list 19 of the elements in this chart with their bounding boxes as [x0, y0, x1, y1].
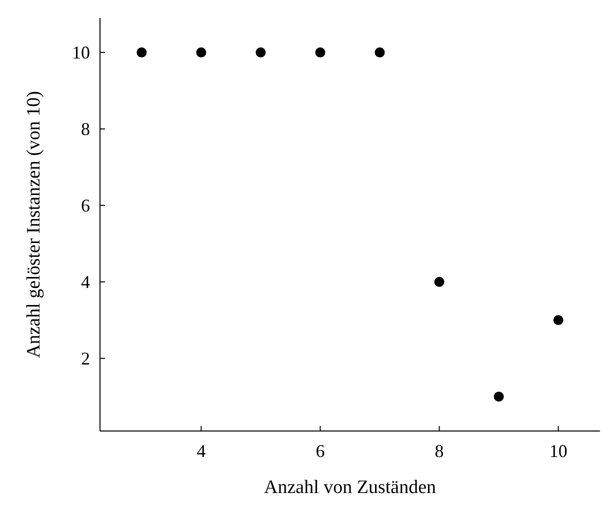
point	[374, 47, 385, 58]
x-tick-label: 4	[196, 441, 206, 461]
y-tick-label: 4	[81, 272, 90, 292]
x-tick-label: 10	[549, 441, 568, 461]
y-tick-label: 10	[72, 42, 90, 63]
x-tick-label: 8	[434, 441, 444, 461]
y-tick-label: 2	[81, 348, 90, 369]
point	[494, 392, 504, 402]
x-axis-title: Anzahl von Zuständen	[264, 477, 437, 498]
point	[136, 47, 147, 58]
y-axis-title: Anzahl gelöster Instanzen (von 10)	[23, 91, 44, 358]
point	[315, 47, 326, 58]
point	[434, 276, 444, 287]
y-tick-label: 6	[81, 196, 90, 216]
point	[196, 47, 206, 58]
y-tick-label: 8	[81, 119, 90, 140]
point	[256, 47, 266, 58]
point	[553, 315, 564, 326]
x-tick-label: 6	[316, 441, 325, 461]
